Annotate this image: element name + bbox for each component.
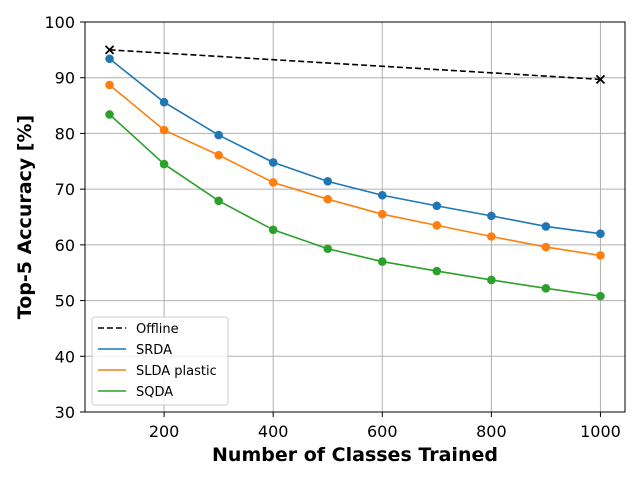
data-point [214, 150, 223, 160]
data-point [487, 211, 496, 221]
data-point [323, 177, 333, 186]
data-point [159, 97, 169, 107]
series-layer [104, 45, 606, 301]
data-point [596, 291, 605, 301]
data-point [214, 130, 223, 140]
data-point-x-marker [595, 74, 606, 85]
x-tick-label: 400 [258, 422, 289, 441]
data-point [487, 275, 496, 285]
data-point-x-marker [104, 45, 115, 55]
legend-label: SLDA plastic [136, 364, 217, 379]
data-point [323, 194, 333, 204]
x-tick-label: 800 [476, 422, 507, 441]
y-tick-label: 50 [55, 292, 75, 311]
data-point [541, 222, 551, 231]
legend-label: SRDA [136, 343, 172, 358]
data-point [432, 266, 442, 276]
x-marker-stroke [595, 74, 606, 85]
legend-box [91, 316, 229, 406]
y-tick-label: 40 [55, 347, 75, 366]
axes-layer [84, 21, 626, 413]
legend-item: SRDA [98, 343, 172, 358]
data-point [377, 209, 387, 219]
y-tick-label: 30 [55, 403, 75, 422]
y-axis-title: Top-5 Accuracy [%] [14, 115, 36, 319]
legend: Offline SRDA SLDA plastic SQDA [91, 316, 229, 406]
x-marker-stroke [104, 45, 115, 55]
series-line-3 [109, 113, 601, 297]
data-point [105, 110, 114, 119]
data-point [268, 178, 278, 187]
data-point [214, 196, 223, 206]
legend-item: SLDA plastic [98, 364, 217, 379]
plot-frame [84, 21, 626, 413]
legend-item: Offline [98, 322, 179, 337]
data-point [377, 257, 387, 266]
x-tick-label: 200 [149, 422, 180, 441]
tick-layer: 200 400 600 800 1000 30 40 50 60 70 80 90 100 [44, 13, 620, 441]
series-line-2 [109, 84, 601, 257]
data-point [487, 232, 496, 241]
series-line-0 [109, 49, 601, 81]
data-point [323, 244, 333, 254]
x-tick-label: 1000 [580, 422, 621, 441]
legend-label: Offline [136, 322, 179, 337]
legend-item: SQDA [98, 385, 173, 400]
series-line-1 [109, 58, 601, 235]
y-tick-label: 90 [55, 69, 75, 88]
data-point [268, 225, 278, 235]
data-point [432, 201, 442, 211]
x-axis-title: Number of Classes Trained [212, 444, 498, 466]
data-point [159, 125, 169, 135]
data-point [159, 159, 169, 169]
data-point [105, 54, 114, 64]
data-point [596, 251, 605, 260]
data-point [432, 221, 442, 230]
y-tick-label: 80 [55, 124, 75, 143]
y-tick-label: 60 [55, 236, 75, 255]
legend-label: SQDA [136, 385, 173, 400]
data-point [377, 190, 387, 200]
x-tick-label: 600 [367, 422, 398, 441]
data-point [105, 80, 114, 90]
y-tick-label: 70 [55, 180, 75, 199]
data-point [541, 242, 551, 252]
data-point [268, 158, 278, 167]
y-tick-label: 100 [44, 13, 75, 32]
data-point [596, 229, 605, 239]
data-point [541, 284, 551, 293]
